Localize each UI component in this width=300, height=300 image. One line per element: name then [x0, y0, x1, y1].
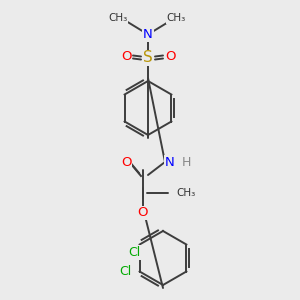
Text: O: O: [121, 157, 131, 169]
Text: O: O: [165, 50, 175, 64]
Text: N: N: [143, 28, 153, 41]
Text: O: O: [121, 50, 131, 64]
Text: CH₃: CH₃: [167, 13, 186, 23]
Text: CH₃: CH₃: [108, 13, 128, 23]
Text: Cl: Cl: [119, 265, 132, 278]
Text: CH₃: CH₃: [176, 188, 196, 198]
Text: Cl: Cl: [128, 246, 141, 259]
Text: O: O: [138, 206, 148, 220]
Text: H: H: [181, 155, 191, 169]
Text: N: N: [165, 155, 175, 169]
Text: S: S: [143, 50, 153, 65]
